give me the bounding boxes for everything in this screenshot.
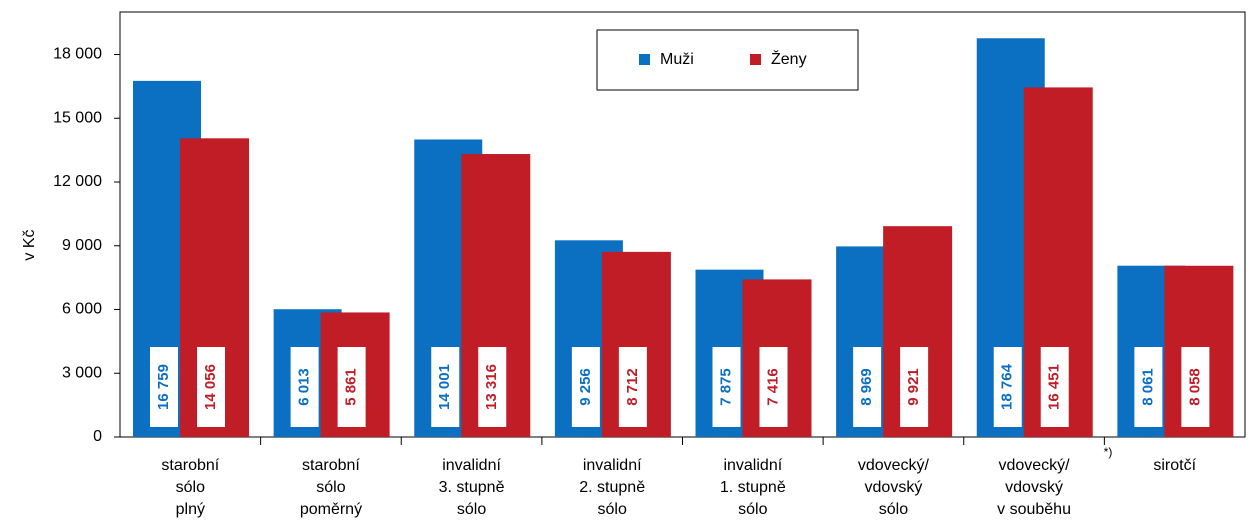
x-tick-label: starobní xyxy=(302,457,360,474)
value-label-box xyxy=(993,347,1022,427)
value-label-box xyxy=(431,347,460,427)
y-axis-label: v Kč xyxy=(21,229,38,260)
value-label: 8 712 xyxy=(624,368,641,406)
value-label: 16 759 xyxy=(155,364,172,410)
x-tick-label: sólo xyxy=(879,501,908,518)
value-label: 8 061 xyxy=(1139,368,1156,406)
value-label-box xyxy=(197,347,225,427)
x-tick-label: vdovský xyxy=(865,479,923,496)
x-tick-label: 3. stupně xyxy=(439,479,505,496)
x-tick-label: vdovský xyxy=(1005,479,1063,496)
y-tick-label: 9 000 xyxy=(62,237,102,254)
x-tick-label: poměrný xyxy=(300,501,362,518)
x-tick-label: sólo xyxy=(598,501,627,518)
x-tick-label: plný xyxy=(176,501,205,518)
value-label: 8 058 xyxy=(1186,368,1203,406)
value-label-box xyxy=(900,347,929,427)
legend-box xyxy=(596,29,859,91)
value-label-box xyxy=(618,347,647,427)
x-tick-label: starobní xyxy=(161,457,219,474)
value-label: 6 013 xyxy=(296,368,313,406)
legend-label: Ženy xyxy=(771,49,807,68)
x-tick-label: sólo xyxy=(457,501,486,518)
value-label: 13 316 xyxy=(483,364,500,410)
value-label: 7 416 xyxy=(764,368,781,406)
x-tick-label: invalidní xyxy=(723,457,782,474)
x-tick-label: vdovecký/ xyxy=(858,457,930,474)
legend-marker xyxy=(750,54,761,65)
x-tick-label: sólo xyxy=(738,501,767,518)
value-label: 9 921 xyxy=(905,368,922,406)
legend-label: Muži xyxy=(660,51,694,68)
value-label-box xyxy=(853,347,882,427)
value-label: 18 764 xyxy=(999,363,1016,410)
y-tick-label: 0 xyxy=(93,428,102,445)
value-label-box xyxy=(712,347,741,427)
value-label: 8 969 xyxy=(858,368,875,406)
annotation: *) xyxy=(1104,445,1113,459)
y-tick-label: 3 000 xyxy=(62,364,102,381)
y-tick-label: 12 000 xyxy=(53,173,102,190)
x-tick-label: v souběhu xyxy=(997,501,1071,518)
value-label: 16 451 xyxy=(1046,364,1063,410)
x-tick-label: 2. stupně xyxy=(579,479,645,496)
x-tick-label: sirotčí xyxy=(1153,457,1196,474)
y-tick-label: 15 000 xyxy=(53,109,102,126)
value-label-box xyxy=(1181,347,1210,427)
value-label-box xyxy=(478,347,507,427)
value-label-box xyxy=(290,347,319,427)
value-label: 9 256 xyxy=(577,368,594,406)
x-tick-label: vdovecký/ xyxy=(998,457,1070,474)
value-label-box xyxy=(571,347,600,427)
value-label: 7 875 xyxy=(717,368,734,406)
y-tick-label: 6 000 xyxy=(62,301,102,318)
x-tick-label: invalidní xyxy=(583,457,642,474)
value-label: 14 001 xyxy=(436,364,453,410)
x-tick-label: sólo xyxy=(316,479,345,496)
value-label-box xyxy=(150,347,178,427)
legend-marker xyxy=(639,54,650,65)
value-label-box xyxy=(1040,347,1069,427)
x-tick-label: 1. stupně xyxy=(720,479,786,496)
value-label: 5 861 xyxy=(343,368,360,406)
value-label-box xyxy=(759,347,788,427)
value-label-box xyxy=(337,347,366,427)
value-label: 14 056 xyxy=(202,364,219,410)
value-label-box xyxy=(1134,347,1163,427)
x-tick-label: invalidní xyxy=(442,457,501,474)
x-tick-label: sólo xyxy=(176,479,205,496)
y-tick-label: 18 000 xyxy=(53,46,102,63)
